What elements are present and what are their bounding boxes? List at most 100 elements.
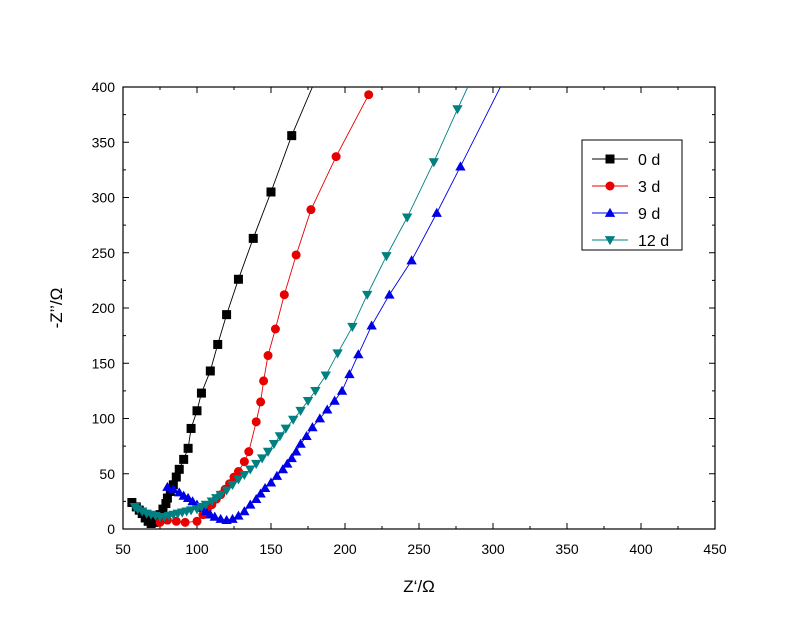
y-tick-label: 350 [92, 134, 116, 150]
data-point-12-d [401, 213, 413, 223]
data-point-12-d [362, 290, 373, 300]
data-point-9-d [233, 510, 244, 520]
data-point-12-d [233, 475, 244, 485]
data-point-3-d [239, 457, 249, 467]
data-point-12-d [428, 158, 439, 168]
data-point-3-d [270, 324, 280, 334]
data-point-12-d [347, 322, 358, 332]
ticks-layer: 50 100 150 200 250 300 350 400 45005010015020025… [92, 79, 727, 557]
data-point-9-d [384, 289, 395, 299]
data-point-9-d [301, 431, 312, 441]
data-point-0-d [205, 366, 215, 376]
data-point-9-d [265, 477, 277, 487]
data-point-0-d [174, 464, 184, 474]
data-point-3-d [192, 516, 202, 526]
x-tick-label: 250 [407, 541, 431, 557]
data-point-12-d [452, 105, 463, 115]
data-point-3-d [180, 517, 190, 527]
data-point-3-d [155, 517, 165, 527]
x-tick-label: 150 [259, 541, 283, 557]
data-point-12-d [245, 465, 256, 475]
legend-box [581, 139, 683, 251]
x-tick-label: 100 [185, 541, 209, 557]
data-point-0-d [213, 339, 223, 349]
data-point-9-d [227, 513, 238, 523]
data-point-3-d [251, 417, 261, 427]
y-axis-title: -Z’’/Ω [47, 288, 66, 329]
data-point-9-d [353, 349, 364, 359]
data-point-12-d [310, 386, 321, 397]
data-point-9-d [168, 484, 179, 494]
x-tick-label: 350 [555, 541, 579, 557]
y-tick-label: 200 [92, 300, 116, 316]
y-tick-label: 300 [92, 190, 116, 206]
data-point-12-d [215, 490, 226, 500]
data-point-3-d [263, 351, 273, 361]
data-point-0-d [287, 131, 297, 141]
data-point-12-d [274, 432, 286, 442]
legend-marker-3-d [605, 181, 615, 191]
data-point-0-d [192, 406, 202, 416]
data-point-0-d [183, 443, 193, 453]
data-point-0-d [179, 454, 189, 464]
data-point-3-d [291, 250, 301, 260]
data-point-9-d [162, 481, 173, 491]
x-tick-label: 450 [703, 541, 727, 557]
data-point-12-d [320, 371, 331, 381]
data-point-9-d [455, 161, 466, 171]
x-tick-label: 400 [629, 541, 653, 557]
data-point-9-d [307, 422, 318, 432]
y-tick-label: 0 [107, 521, 115, 537]
data-point-9-d [329, 395, 340, 405]
data-point-3-d [233, 467, 243, 477]
data-point-0-d [161, 499, 171, 509]
data-point-9-d [245, 499, 256, 509]
data-point-9-d [286, 453, 297, 463]
x-tick-label: 300 [481, 541, 505, 557]
legend-label-0-d: 0 d [638, 152, 660, 169]
data-point-12-d [221, 486, 232, 496]
y-tick-label: 250 [92, 245, 116, 261]
data-point-12-d [381, 252, 392, 262]
data-point-0-d [222, 310, 232, 320]
x-tick-label: 200 [333, 541, 357, 557]
data-point-3-d [364, 90, 374, 100]
series-layer [127, 87, 501, 528]
data-point-3-d [306, 205, 316, 215]
data-point-3-d [256, 397, 266, 407]
legend-label-9-d: 9 d [638, 206, 660, 223]
data-point-9-d [290, 446, 302, 456]
legend: 0 d 3 d 9 d 12 d [581, 139, 683, 251]
data-point-12-d [227, 480, 238, 490]
data-point-9-d [277, 464, 289, 474]
data-point-9-d [344, 369, 355, 379]
data-point-9-d [314, 413, 326, 423]
data-point-12-d [185, 506, 197, 516]
data-point-12-d [288, 415, 299, 425]
y-tick-label: 100 [92, 411, 116, 427]
legend-marker-9-d [604, 207, 616, 217]
data-point-9-d [215, 513, 226, 523]
data-point-0-d [171, 472, 181, 482]
y-tick-label: 150 [92, 355, 116, 371]
series-line-0-d [131, 87, 313, 525]
data-point-12-d [268, 440, 280, 450]
x-axis-title: Z‘/Ω [403, 577, 435, 596]
legend-marker-0-d [605, 154, 615, 164]
legend-label-12-d: 12 d [638, 233, 669, 250]
data-point-9-d [431, 207, 442, 217]
data-point-0-d [186, 423, 196, 433]
x-tick-label: 50 [115, 541, 131, 557]
y-tick-label: 50 [99, 466, 115, 482]
data-point-12-d [295, 406, 306, 416]
data-point-9-d [209, 511, 220, 521]
data-point-3-d [279, 290, 289, 300]
data-point-12-d [302, 396, 314, 406]
data-point-9-d [295, 438, 306, 448]
data-point-0-d [266, 187, 276, 197]
data-point-3-d [259, 376, 269, 386]
data-point-9-d [336, 385, 348, 395]
data-point-12-d [262, 447, 274, 457]
data-point-0-d [162, 493, 172, 503]
data-point-12-d [256, 454, 268, 464]
